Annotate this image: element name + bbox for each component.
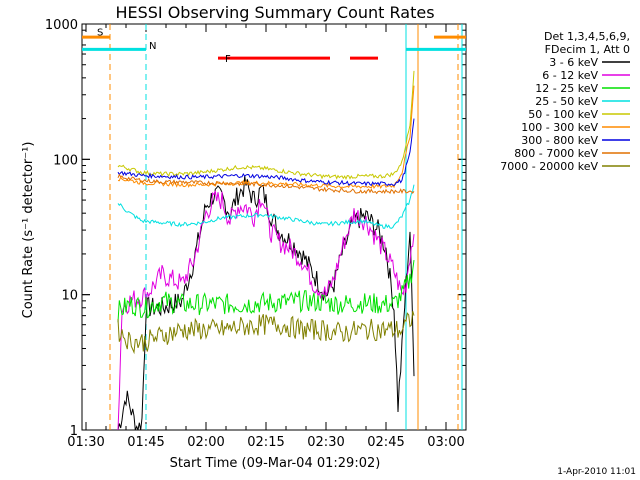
series-line [117, 118, 415, 187]
x-tick-label: 01:45 [127, 435, 164, 450]
chart-title: HESSI Observing Summary Count Rates [115, 3, 434, 22]
legend-entry-label: 800 - 7000 keV [514, 147, 598, 160]
series-line [117, 85, 415, 190]
legend-entry-label: 100 - 300 keV [521, 121, 598, 134]
legend-entry-label: 6 - 12 keV [542, 69, 598, 82]
y-tick-label: 100 [53, 153, 78, 168]
series-line [117, 175, 415, 430]
x-tick-label: 01:30 [67, 435, 104, 450]
x-tick-label: 03:00 [427, 435, 464, 450]
legend-header: Det 1,3,4,5,6,9, [544, 30, 630, 43]
series-line [117, 70, 415, 181]
legend-header: FDecim 1, Att 0 [545, 43, 630, 56]
flag-annotations: S N F [97, 28, 231, 66]
legend-entry-label: 7000 - 20000 keV [500, 160, 598, 173]
y-tick-label: 1 [70, 424, 78, 439]
plot-frame [81, 23, 467, 431]
x-axis-label: Start Time (09-Mar-04 01:29:02) [170, 456, 381, 471]
series-line [117, 184, 415, 229]
vertical-markers [109, 24, 463, 430]
axis-ticks [82, 23, 466, 431]
y-tick-label: 10 [61, 289, 78, 304]
data-series [117, 70, 415, 430]
flag-annotation-N: N [149, 41, 156, 52]
y-tick-label: 1000 [45, 18, 78, 33]
x-tick-labels: 01:30 01:45 02:00 02:15 02:30 02:45 03:00 [67, 435, 464, 450]
y-tick-labels: 1 10 100 1000 [45, 18, 78, 439]
legend-entry-label: 50 - 100 keV [528, 108, 598, 121]
legend-entry-label: 12 - 25 keV [535, 82, 598, 95]
flag-annotation-S: S [97, 28, 103, 39]
series-line [117, 260, 415, 323]
legend-entry-label: 300 - 800 keV [521, 134, 598, 147]
footer-timestamp: 1-Apr-2010 11:01 [557, 467, 636, 477]
x-tick-label: 02:00 [187, 435, 224, 450]
x-tick-label: 02:30 [307, 435, 344, 450]
y-axis-label: Count Rate (s⁻¹ detector⁻¹) [21, 142, 36, 319]
series-line [117, 190, 415, 430]
flag-bars [82, 35, 466, 60]
series-line [117, 173, 415, 195]
series-line [117, 310, 415, 355]
x-tick-label: 02:15 [247, 435, 284, 450]
flag-annotation-F: F [225, 54, 231, 65]
x-tick-label: 02:45 [367, 435, 404, 450]
legend-entry-label: 25 - 50 keV [535, 95, 598, 108]
legend-entry-label: 3 - 6 keV [549, 56, 598, 69]
legend: Det 1,3,4,5,6,9,FDecim 1, Att 03 - 6 keV… [500, 30, 630, 173]
